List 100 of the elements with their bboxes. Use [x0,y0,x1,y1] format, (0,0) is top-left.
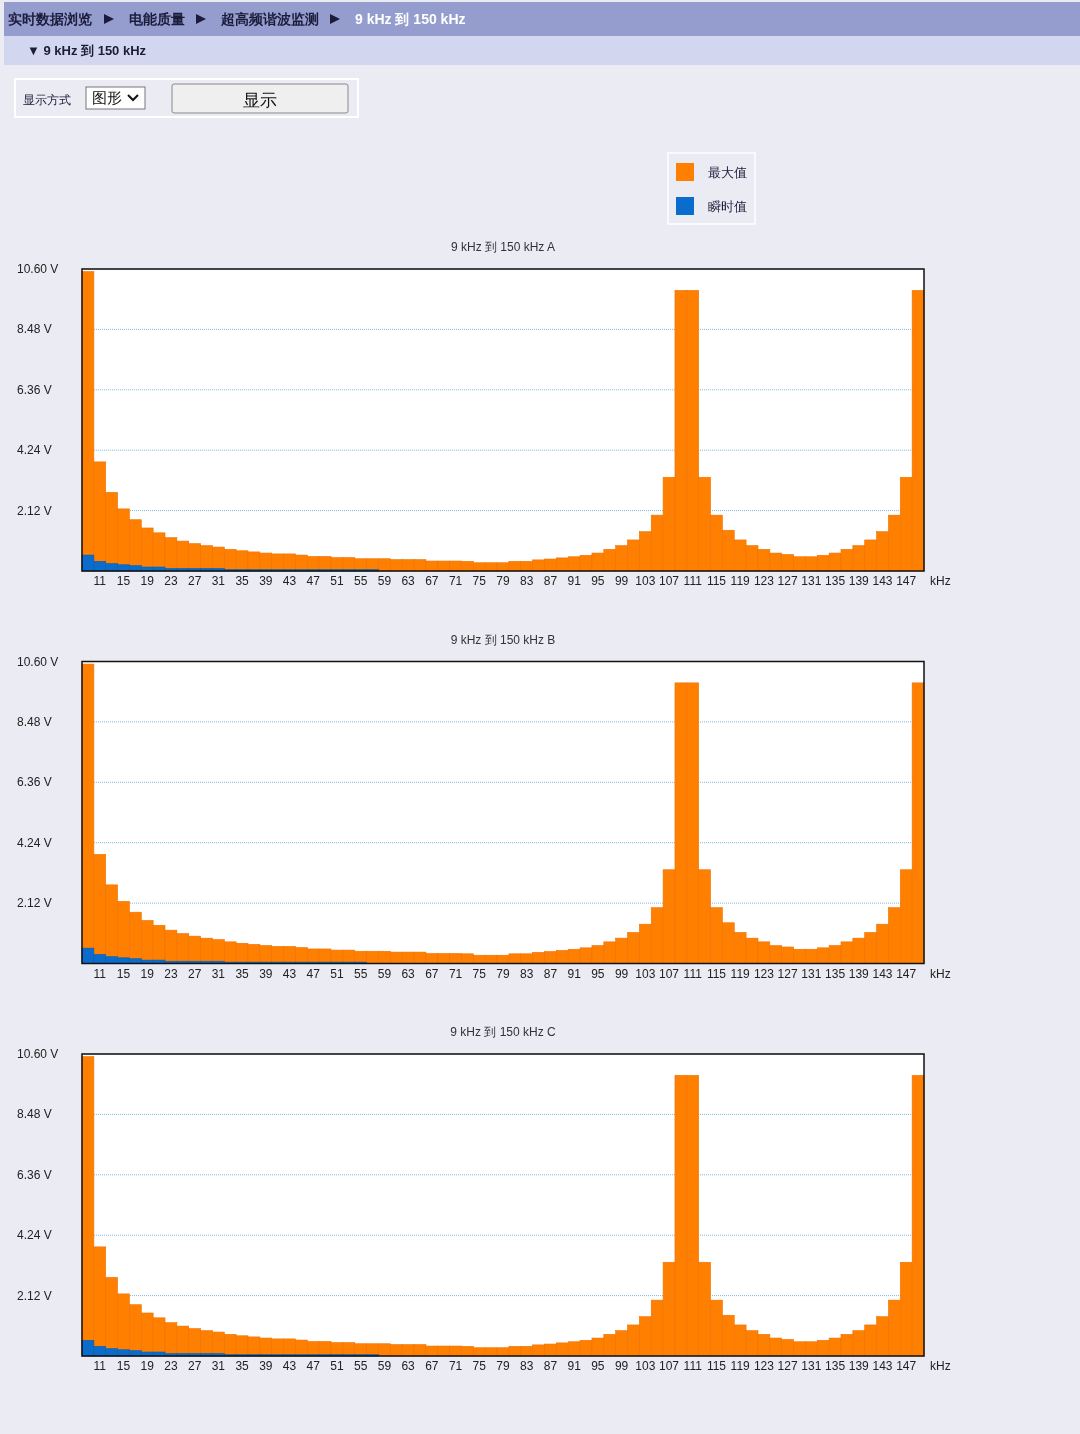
legend-label: 瞬时值 [708,199,747,214]
x-tick-label: 147 [896,1359,917,1373]
x-tick-label: 75 [472,1359,487,1373]
x-tick-label: 147 [896,574,917,588]
chart-title: 9 kHz 到 150 kHz C [450,1025,557,1039]
x-tick-label: 111 [683,574,703,588]
x-tick-label: 71 [448,966,463,981]
x-tick-label: 103 [635,966,656,981]
x-tick-label: 131 [801,574,822,588]
y-tick-label: 2.12 V [17,1288,52,1303]
text: 显示 [243,91,277,110]
x-tick-label: 11 [93,1359,107,1373]
x-tick-label: 15 [116,966,131,981]
x-tick-label: 59 [377,574,392,588]
x-tick-label: 83 [520,574,534,588]
x-tick-label: 19 [140,574,155,588]
y-tick-label: 10.60 V [17,654,59,669]
x-axis-title: kHz [930,1359,951,1373]
x-axis-title: kHz [930,574,951,588]
x-tick-label: 95 [591,966,605,981]
x-tick-label: 71 [448,574,463,588]
chart-title: 9 kHz 到 150 kHz B [450,632,556,647]
y-tick-label: 4.24 V [17,443,52,458]
x-tick-label: 43 [282,1359,297,1373]
x-tick-label: 19 [140,1359,155,1373]
x-tick-label: 139 [848,574,870,588]
x-tick-label: 55 [354,1359,368,1373]
x-tick-label: 35 [235,966,250,981]
x-tick-label: 119 [730,574,751,588]
y-tick-label: 4.24 V [17,1228,52,1243]
x-tick-label: 67 [425,966,439,981]
x-tick-label: 127 [777,1359,798,1373]
x-tick-label: 123 [753,574,775,588]
x-tick-label: 71 [448,1359,463,1373]
text: 显示方式 [23,93,71,107]
y-tick-label: 6.36 V [17,1167,52,1182]
x-tick-label: 67 [425,1359,439,1373]
x-tick-label: 143 [872,1359,893,1373]
x-tick-label: 63 [401,574,416,588]
x-tick-label: 55 [354,574,368,588]
x-tick-label: 95 [591,1359,605,1373]
x-tick-label: 87 [543,1359,558,1373]
x-tick-label: 103 [635,1359,656,1373]
x-tick-label: 51 [330,1359,344,1373]
x-tick-label: 79 [496,1359,510,1373]
x-tick-label: 95 [591,574,605,588]
x-tick-label: 139 [848,1359,870,1373]
x-tick-label: 43 [282,574,297,588]
x-tick-label: 27 [187,966,202,981]
x-tick-label: 67 [425,574,439,588]
x-tick-label: 43 [282,966,297,981]
text: 电能质量 [129,11,185,27]
x-tick-label: 55 [354,966,368,981]
x-tick-label: 15 [116,1359,131,1373]
y-tick-label: 4.24 V [17,835,52,850]
x-tick-label: 119 [730,966,751,981]
x-tick-label: 59 [377,966,392,981]
x-tick-label: 75 [472,966,487,981]
x-tick-label: 31 [211,574,226,588]
chart-title: 9 kHz 到 150 kHz A [450,240,556,254]
x-tick-label: 59 [377,1359,392,1373]
y-tick-label: 8.48 V [17,714,52,729]
x-tick-label: 107 [659,1359,680,1373]
x-tick-label: 63 [401,966,416,981]
x-tick-label: 131 [801,966,822,981]
x-tick-label: 123 [753,966,775,981]
x-tick-label: 107 [659,574,680,588]
x-tick-label: 87 [543,966,558,981]
x-tick-label: 143 [872,574,893,588]
x-tick-label: 51 [330,966,344,981]
text: 超高频谐波监测 [220,11,319,27]
y-tick-label: 8.48 V [17,322,52,337]
x-tick-label: 83 [520,966,534,981]
x-tick-label: 47 [306,574,321,588]
x-tick-label: 39 [259,966,273,981]
x-tick-label: 99 [614,574,629,588]
y-tick-label: 2.12 V [17,503,52,518]
x-tick-label: 79 [496,966,510,981]
x-tick-label: 119 [730,1359,751,1373]
x-tick-label: 91 [567,1359,582,1373]
y-tick-label: 6.36 V [17,775,52,790]
x-tick-label: 123 [753,1359,775,1373]
x-axis-title: kHz [930,966,951,981]
x-tick-label: 79 [496,574,510,588]
x-tick-label: 99 [614,1359,629,1373]
x-tick-label: 27 [187,574,202,588]
x-tick-label: 23 [164,574,178,588]
x-tick-label: 131 [801,1359,822,1373]
x-tick-label: 127 [777,966,798,981]
x-tick-label: 23 [164,1359,178,1373]
x-tick-label: 107 [659,966,680,981]
y-tick-label: 10.60 V [17,262,59,276]
x-tick-label: 35 [235,1359,250,1373]
legend-label: 最大值 [708,165,747,180]
x-tick-label: 115 [706,1359,727,1373]
text: ▼ 9 kHz 到 150 kHz [27,43,147,58]
x-tick-label: 135 [825,966,846,981]
x-tick-label: 135 [825,1359,846,1373]
x-tick-label: 47 [306,1359,321,1373]
text: 图形 [92,89,122,106]
